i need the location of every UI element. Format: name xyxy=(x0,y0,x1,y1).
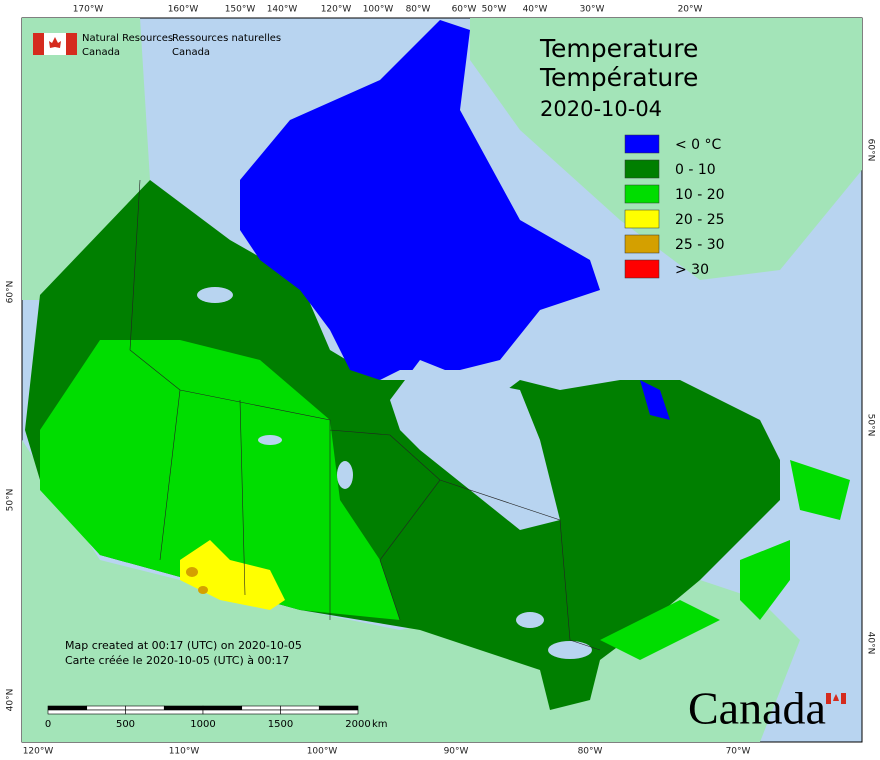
region-below-0 xyxy=(240,20,600,380)
legend-label: 25 - 30 xyxy=(675,237,725,253)
lake xyxy=(197,287,233,303)
latitude-label: 40°N xyxy=(866,632,876,655)
longitude-label: 120°W xyxy=(23,747,54,757)
nrcan-signature: Natural Resources Canada Ressources natu… xyxy=(33,33,281,58)
scale-label: 0 xyxy=(45,719,51,730)
map-title: Temperature xyxy=(539,34,698,63)
longitude-label: 150°W xyxy=(225,5,256,15)
region-10-20-south xyxy=(600,600,720,660)
region-25-30 xyxy=(186,567,198,577)
flag-bar xyxy=(66,33,77,55)
legend: < 0 °C 0 - 10 10 - 20 20 - 25 25 - 30 > 30 xyxy=(624,134,725,279)
legend-swatch xyxy=(624,184,660,204)
lake xyxy=(548,641,592,659)
longitude-label: 50°W xyxy=(482,5,507,15)
longitude-label: 100°W xyxy=(363,5,394,15)
greenland xyxy=(470,18,862,280)
latitude-label: 50°N xyxy=(6,489,16,512)
scale-bar: 0 500 1000 1500 2000 km xyxy=(45,705,388,730)
scale-label: 2000 xyxy=(345,719,370,730)
latitude-label: 60°N xyxy=(866,139,876,162)
latitude-label: 40°N xyxy=(6,689,16,712)
org-name: Canada xyxy=(172,47,210,58)
legend-swatch xyxy=(624,259,660,279)
legend-swatch xyxy=(624,134,660,154)
scale-segment xyxy=(318,705,359,711)
legend-swatch xyxy=(624,234,660,254)
wordmark: Canada xyxy=(688,683,826,734)
lake xyxy=(516,612,544,628)
scale-segment xyxy=(280,709,359,715)
longitude-label: 140°W xyxy=(267,5,298,15)
region-10-20-newfoundland xyxy=(790,460,850,520)
map-title: Température xyxy=(539,63,698,92)
longitude-label: 70°W xyxy=(726,747,751,757)
flag-bar xyxy=(826,693,831,704)
scale-label: 1000 xyxy=(190,719,215,730)
longitude-label: 80°W xyxy=(578,747,603,757)
scale-unit: km xyxy=(372,719,388,730)
flag-bar xyxy=(33,33,44,55)
united-states xyxy=(22,440,800,742)
graticule-labels: 170°W 160°W 150°W 140°W 120°W 100°W 80°W 60°W 50… xyxy=(6,5,876,757)
map-date: 2020-10-04 xyxy=(540,97,662,121)
longitude-label: 40°W xyxy=(523,5,548,15)
lakes xyxy=(197,287,592,659)
region-below-0-labrador xyxy=(640,380,670,420)
footnote: Carte créée le 2020-10-05 (UTC) à 00:17 xyxy=(65,654,289,667)
scale-label: 500 xyxy=(116,719,135,730)
scale-segment xyxy=(241,705,281,711)
scale-segment xyxy=(202,709,281,715)
longitude-label: 110°W xyxy=(169,747,200,757)
latitude-label: 50°N xyxy=(866,414,876,437)
legend-label: 0 - 10 xyxy=(675,162,716,178)
region-25-30 xyxy=(198,586,208,594)
legend-label: < 0 °C xyxy=(675,137,722,153)
legend-swatch xyxy=(624,209,660,229)
alaska xyxy=(22,18,150,300)
maple-leaf xyxy=(833,694,839,701)
scale-segment xyxy=(86,705,126,711)
scale-segment xyxy=(280,705,320,711)
scale-segment xyxy=(125,709,204,715)
flag-bar xyxy=(841,693,846,704)
hudson-bay xyxy=(390,360,560,530)
legend-label: 20 - 25 xyxy=(675,212,725,228)
longitude-label: 160°W xyxy=(168,5,199,15)
legend-label: 10 - 20 xyxy=(675,187,725,203)
scale-segment xyxy=(125,705,165,711)
scale-segment xyxy=(163,705,204,711)
longitude-label: 170°W xyxy=(73,5,104,15)
org-name: Natural Resources xyxy=(82,33,173,44)
longitude-label: 90°W xyxy=(444,747,469,757)
region-10-20-maritimes xyxy=(740,540,790,620)
longitude-label: 120°W xyxy=(321,5,352,15)
latitude-label: 60°N xyxy=(6,281,16,304)
scale-segment xyxy=(47,705,88,711)
region-10-20 xyxy=(40,340,400,620)
scale-segment xyxy=(202,705,243,711)
province-border xyxy=(129,179,601,651)
longitude-label: 20°W xyxy=(678,5,703,15)
longitude-label: 60°W xyxy=(452,5,477,15)
maple-leaf xyxy=(49,37,61,48)
scale-segment xyxy=(47,709,126,715)
org-name: Ressources naturelles xyxy=(172,33,281,44)
canada-wordmark: Canada xyxy=(688,683,846,734)
lake xyxy=(337,461,353,489)
longitude-label: 80°W xyxy=(406,5,431,15)
footnote: Map created at 00:17 (UTC) on 2020-10-05 xyxy=(65,639,302,652)
longitude-label: 100°W xyxy=(307,747,338,757)
legend-label: > 30 xyxy=(675,262,709,278)
lake xyxy=(258,435,282,445)
legend-swatch xyxy=(624,159,660,179)
scale-label: 1500 xyxy=(268,719,293,730)
longitude-label: 30°W xyxy=(580,5,605,15)
map-frame xyxy=(21,17,863,743)
org-name: Canada xyxy=(82,47,120,58)
